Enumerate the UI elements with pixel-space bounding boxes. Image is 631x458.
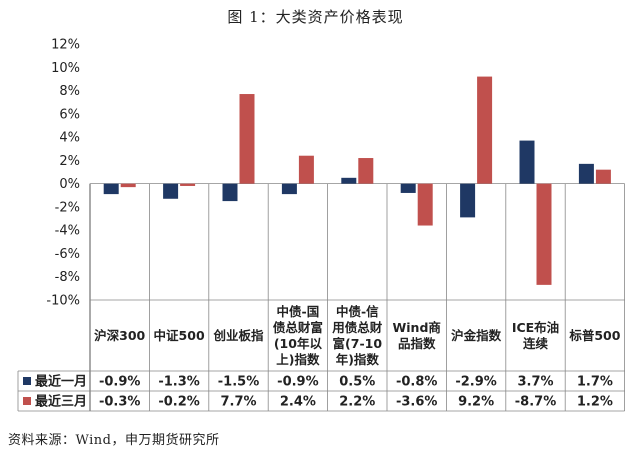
category-label: 创业板指	[212, 328, 264, 343]
legend-label: 最近一月	[35, 374, 87, 390]
y-tick-label: -10%	[46, 294, 80, 309]
category-label: ICE布油	[512, 320, 559, 335]
source-note: 资料来源：Wind，申万期货研究所	[8, 433, 220, 448]
data-label: -0.3%	[99, 395, 140, 410]
bar-three-month	[595, 169, 611, 184]
y-axis-ticks: 12% 10% 8% 6% 4% 2% 0% -2% -4% -6% -8% -10%	[46, 38, 80, 309]
bar-three-month	[358, 158, 374, 184]
data-label: -0.9%	[277, 375, 318, 390]
category-label: 中债-信	[336, 304, 379, 319]
category-label: 连续	[523, 336, 549, 351]
bar-one-month	[222, 183, 238, 202]
bar-one-month	[578, 163, 594, 184]
y-tick-label: 12%	[51, 38, 80, 53]
category-label: 年)指数	[336, 352, 380, 367]
bar-three-month	[120, 183, 136, 188]
data-label: 9.2%	[458, 395, 494, 410]
category-label: 中证500	[154, 328, 205, 343]
data-label: -1.5%	[218, 375, 259, 390]
bars	[103, 76, 611, 285]
y-tick-label: 2%	[59, 154, 80, 169]
chart-title: 图 1：大类资产价格表现	[227, 8, 404, 26]
bar-one-month	[163, 183, 179, 199]
category-label: 用债总财	[331, 320, 383, 335]
bar-one-month	[341, 177, 357, 184]
y-tick-label: 0%	[59, 177, 80, 192]
category-label: Wind商	[392, 320, 440, 335]
data-label: -0.2%	[158, 395, 199, 410]
category-label: 上)指数	[276, 352, 320, 367]
category-label: 标普500	[568, 328, 620, 343]
legend-swatch	[23, 397, 31, 405]
bar-three-month	[298, 155, 314, 184]
y-tick-label: 4%	[59, 131, 80, 146]
y-tick-label: -6%	[55, 247, 80, 262]
bar-three-month	[239, 94, 255, 184]
bar-one-month	[519, 140, 535, 184]
data-label: 7.7%	[220, 395, 256, 410]
bar-three-month	[180, 183, 196, 186]
category-label: 富(7-10	[333, 336, 383, 351]
bar-three-month	[477, 76, 493, 184]
data-label: -3.6%	[396, 395, 437, 410]
table-cells: -0.9% -1.3% -1.5% -0.9% 0.5% -0.8% -2.9% 3.7% 1.…	[99, 375, 613, 410]
bar-three-month	[536, 183, 552, 285]
category-label: 中债-国	[277, 304, 320, 319]
legend-label: 最近三月	[35, 394, 87, 410]
data-label: -0.9%	[99, 375, 140, 390]
bar-one-month	[400, 183, 416, 193]
bar-one-month	[281, 183, 297, 195]
data-label: 0.5%	[339, 375, 375, 390]
data-label: 1.7%	[577, 375, 613, 390]
category-label: 沪金指数	[451, 328, 502, 343]
bar-one-month	[460, 183, 476, 218]
data-label: 2.4%	[280, 395, 316, 410]
y-tick-label: 8%	[59, 84, 80, 99]
table-grid	[17, 183, 625, 412]
bar-one-month	[103, 183, 119, 195]
category-label: 品指数	[398, 336, 436, 351]
bar-three-month	[417, 183, 433, 226]
data-label: 2.2%	[339, 395, 375, 410]
y-tick-label: -8%	[55, 270, 80, 285]
y-tick-label: 10%	[51, 61, 80, 76]
data-label: -8.7%	[515, 395, 556, 410]
legend-swatch	[23, 377, 31, 385]
category-label: 债总财富	[273, 320, 323, 335]
data-label: 3.7%	[517, 375, 553, 390]
data-label: -1.3%	[158, 375, 199, 390]
category-label: 沪深300	[94, 328, 145, 343]
data-label: 1.2%	[577, 395, 613, 410]
y-tick-label: -2%	[55, 200, 80, 215]
y-tick-label: 6%	[59, 107, 80, 122]
y-tick-label: -4%	[55, 224, 80, 239]
category-label: (10年以	[274, 336, 323, 351]
data-label: -0.8%	[396, 375, 437, 390]
bar-chart: 12% 10% 8% 6% 4% 2% 0% -2% -4% -6% -8% -10% 沪深300 中证…	[17, 38, 625, 412]
data-label: -2.9%	[455, 375, 496, 390]
